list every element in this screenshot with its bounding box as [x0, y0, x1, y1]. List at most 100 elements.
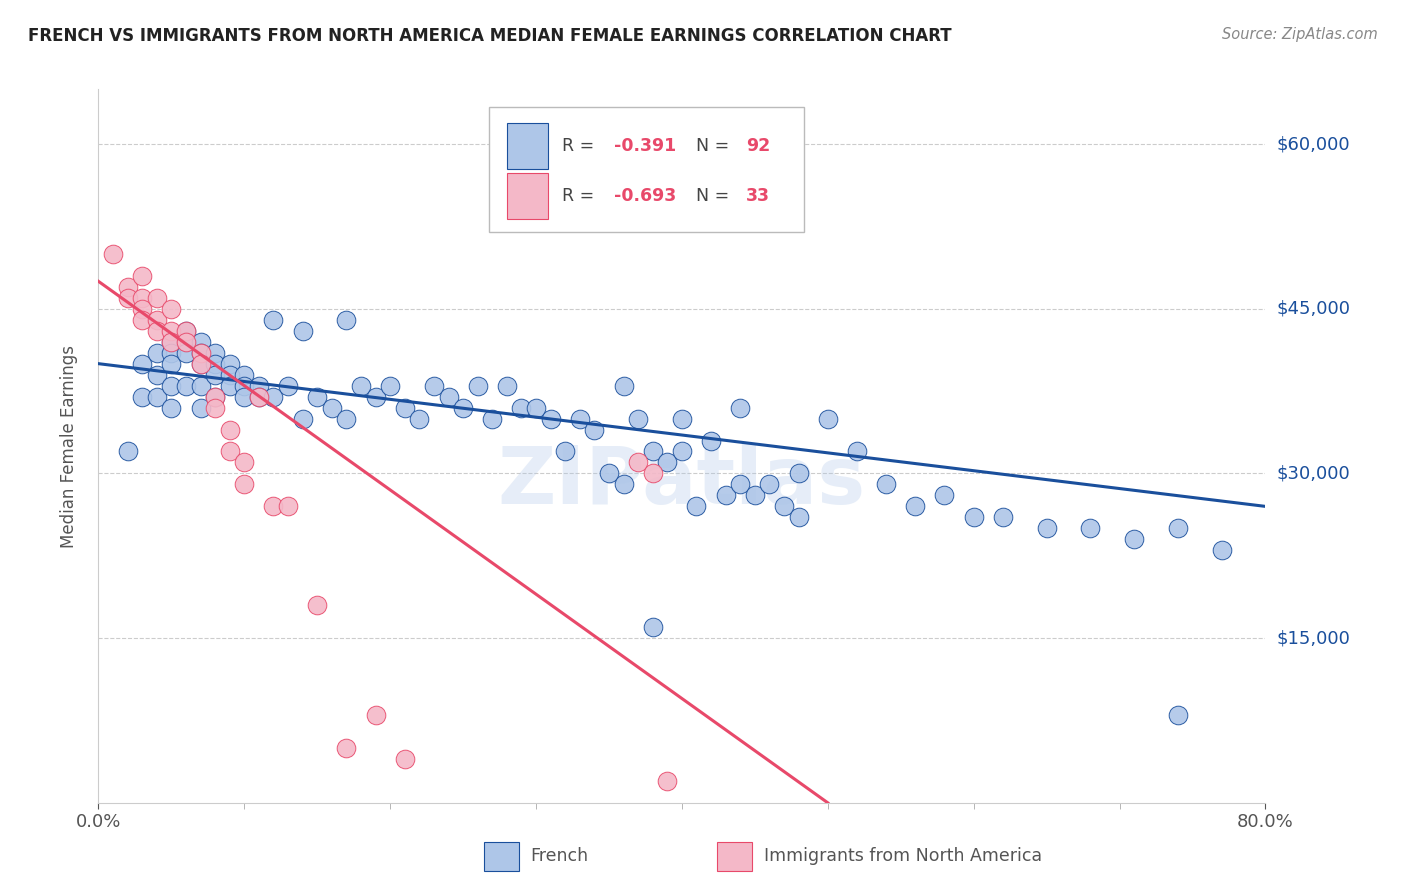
Point — [641, 620, 664, 634]
Point — [1035, 521, 1057, 535]
Point — [700, 434, 723, 448]
Point — [845, 444, 868, 458]
Point — [233, 390, 256, 404]
Point — [174, 345, 197, 359]
Point — [685, 500, 707, 514]
Text: ZIPatlas: ZIPatlas — [498, 442, 866, 521]
Point — [554, 444, 576, 458]
Text: -0.693: -0.693 — [614, 187, 676, 205]
Point — [1167, 708, 1189, 723]
Point — [335, 411, 357, 425]
Point — [190, 334, 212, 349]
Point — [335, 740, 357, 755]
Point — [218, 357, 240, 371]
Point — [117, 280, 139, 294]
Point — [146, 368, 169, 382]
Point — [350, 378, 373, 392]
Point — [378, 378, 402, 392]
Point — [437, 390, 460, 404]
Text: Source: ZipAtlas.com: Source: ZipAtlas.com — [1222, 27, 1378, 42]
Point — [700, 192, 723, 206]
Point — [131, 291, 153, 305]
Point — [233, 455, 256, 469]
Point — [524, 401, 547, 415]
Point — [204, 390, 226, 404]
Point — [247, 390, 270, 404]
Point — [540, 411, 562, 425]
Point — [131, 390, 153, 404]
Point — [277, 500, 299, 514]
Point — [612, 477, 634, 491]
Point — [671, 444, 693, 458]
Text: 92: 92 — [747, 137, 770, 155]
Point — [495, 378, 517, 392]
Point — [568, 411, 591, 425]
Point — [641, 444, 664, 458]
Point — [875, 477, 897, 491]
Point — [233, 378, 256, 392]
Text: $15,000: $15,000 — [1277, 629, 1350, 647]
Point — [671, 411, 693, 425]
Point — [321, 401, 343, 415]
Point — [146, 390, 169, 404]
Point — [204, 368, 226, 382]
Text: R =: R = — [562, 137, 599, 155]
Point — [174, 378, 197, 392]
Point — [146, 312, 169, 326]
Point — [627, 455, 650, 469]
Point — [233, 477, 256, 491]
Point — [204, 357, 226, 371]
Point — [101, 247, 124, 261]
Point — [728, 477, 751, 491]
Text: R =: R = — [562, 187, 599, 205]
Point — [1167, 521, 1189, 535]
Point — [657, 455, 679, 469]
Point — [190, 345, 212, 359]
Point — [598, 467, 620, 481]
Point — [146, 345, 169, 359]
Point — [204, 345, 226, 359]
Point — [307, 390, 329, 404]
Point — [277, 378, 299, 392]
Point — [262, 312, 284, 326]
Text: 33: 33 — [747, 187, 770, 205]
Point — [117, 291, 139, 305]
Y-axis label: Median Female Earnings: Median Female Earnings — [59, 344, 77, 548]
Point — [160, 334, 183, 349]
Point — [218, 378, 240, 392]
Point — [160, 301, 183, 316]
FancyBboxPatch shape — [489, 107, 804, 232]
Point — [174, 324, 197, 338]
Point — [904, 500, 927, 514]
Text: French: French — [530, 847, 588, 865]
Point — [160, 378, 183, 392]
Point — [451, 401, 474, 415]
Point — [247, 378, 270, 392]
Point — [131, 357, 153, 371]
Text: Immigrants from North America: Immigrants from North America — [763, 847, 1042, 865]
Point — [962, 510, 984, 524]
Text: $45,000: $45,000 — [1277, 300, 1351, 318]
Point — [174, 334, 197, 349]
FancyBboxPatch shape — [717, 842, 752, 871]
Point — [204, 401, 226, 415]
Text: $30,000: $30,000 — [1277, 465, 1350, 483]
Point — [728, 401, 751, 415]
Point — [758, 477, 780, 491]
Point — [408, 411, 430, 425]
Text: N =: N = — [696, 137, 735, 155]
Point — [291, 411, 314, 425]
Point — [1080, 521, 1102, 535]
Text: -0.391: -0.391 — [614, 137, 676, 155]
Point — [174, 324, 197, 338]
Point — [364, 390, 387, 404]
Point — [131, 268, 153, 283]
Point — [146, 291, 169, 305]
Point — [657, 773, 679, 788]
Point — [291, 324, 314, 338]
Text: N =: N = — [696, 187, 735, 205]
Text: $60,000: $60,000 — [1277, 135, 1350, 153]
Point — [117, 444, 139, 458]
Point — [307, 598, 329, 612]
Point — [1211, 543, 1233, 558]
